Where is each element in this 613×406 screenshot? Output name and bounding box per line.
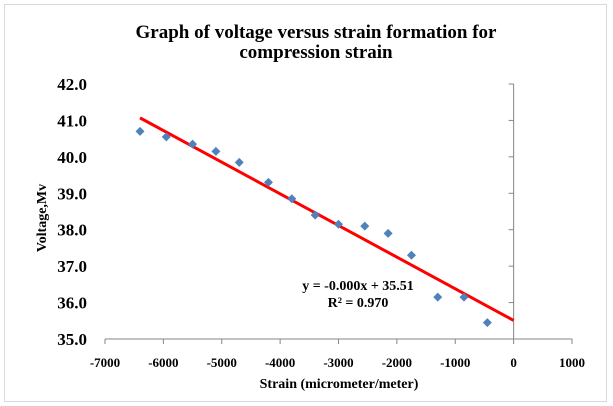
trendline — [139, 116, 515, 322]
y-tick-label: 38.0 — [57, 221, 87, 240]
x-tick-label: -3000 — [323, 355, 353, 370]
x-tick-label: -2000 — [382, 355, 412, 370]
data-point — [287, 194, 297, 204]
data-point — [459, 292, 469, 302]
trendline-group — [139, 116, 515, 322]
data-point — [211, 146, 221, 156]
x-tick-label: -5000 — [207, 355, 237, 370]
y-tick-label: 39.0 — [57, 184, 87, 203]
y-tick-label: 41.0 — [57, 111, 87, 130]
x-axis: -7000 -6000 -5000 -4000 -3000 -2000 -1000 0 1000 — [90, 338, 585, 370]
data-point — [310, 210, 320, 220]
chart-title-line-2: compression strain — [239, 42, 393, 63]
trendline-equation: y = -0.000x + 35.51 — [302, 279, 414, 294]
y-tick-label: 35.0 — [57, 330, 87, 349]
data-point — [234, 157, 244, 167]
data-point — [433, 292, 443, 302]
x-tick-label: -7000 — [90, 355, 120, 370]
data-points — [135, 126, 492, 328]
chart-title-line-1: Graph of voltage versus strain formation… — [136, 22, 498, 43]
data-point — [135, 126, 145, 136]
x-axis-label: Strain (micrometer/meter) — [260, 377, 419, 392]
trendline-r-squared: R² = 0.970 — [328, 296, 389, 311]
data-point — [360, 221, 370, 231]
data-point — [482, 318, 492, 328]
data-point — [188, 139, 198, 149]
y-axis: 35.0 36.0 37.0 38.0 39.0 40.0 41.0 42.0 — [57, 75, 515, 349]
data-point — [161, 132, 171, 142]
data-point — [383, 228, 393, 238]
x-tick-label: -1000 — [440, 355, 470, 370]
data-point — [334, 219, 343, 229]
y-tick-label: 40.0 — [57, 148, 87, 167]
y-tick-label: 42.0 — [57, 75, 87, 94]
y-tick-label: 37.0 — [57, 257, 87, 276]
data-point — [263, 177, 273, 187]
data-point — [406, 250, 416, 260]
chart-frame — [4, 4, 607, 402]
y-tick-label: 36.0 — [57, 294, 87, 313]
y-axis-label: Voltage,Mv — [35, 184, 50, 252]
x-tick-label: 1000 — [559, 355, 585, 370]
x-tick-label: -4000 — [265, 355, 295, 370]
x-tick-label: 0 — [510, 355, 517, 370]
x-tick-label: -6000 — [148, 355, 178, 370]
